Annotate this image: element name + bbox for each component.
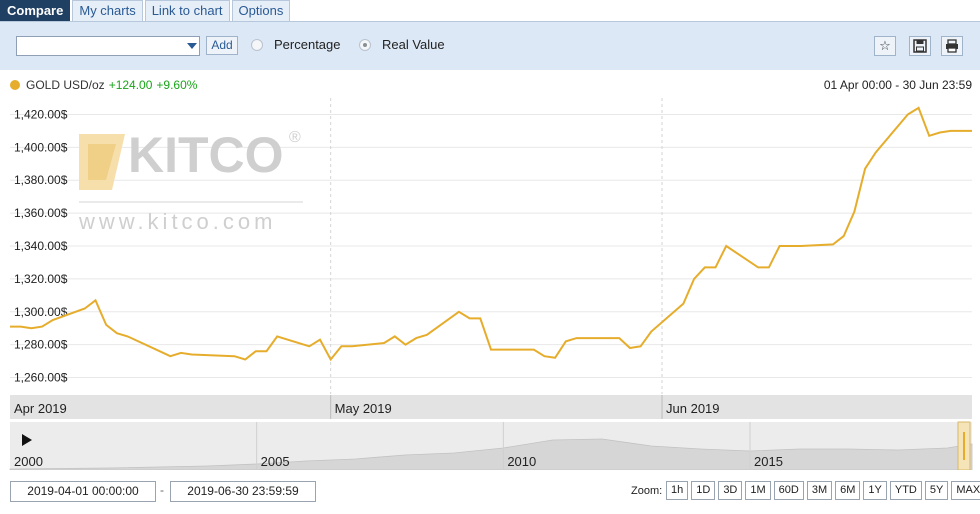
- y-tick-label: 1,380.00$: [14, 173, 68, 187]
- zoom-button-60d[interactable]: 60D: [773, 481, 804, 500]
- percentage-label: Percentage: [274, 37, 341, 52]
- x-tick-label: Jun 2019: [666, 401, 720, 416]
- series-name: GOLD USD/oz: [26, 78, 105, 92]
- gold-price-line: [10, 106, 972, 362]
- percentage-radio[interactable]: [251, 39, 263, 51]
- x-tick-label: Apr 2019: [14, 401, 67, 416]
- y-tick-label: 1,420.00$: [14, 107, 68, 121]
- y-tick-label: 1,360.00$: [14, 206, 68, 220]
- chevron-down-icon[interactable]: [187, 43, 197, 49]
- start-date-input[interactable]: 2019-04-01 00:00:00: [10, 481, 156, 502]
- zoom-label: Zoom:: [631, 485, 663, 497]
- y-tick-label: 1,300.00$: [14, 305, 68, 319]
- zoom-button-3d[interactable]: 3D: [718, 481, 743, 500]
- y-tick-label: 1,260.00$: [14, 371, 68, 385]
- zoom-button-3m[interactable]: 3M: [806, 481, 833, 500]
- zoom-buttons: 1h 1D 3D 1M 60D 3M 6M 1Y YTD 5Y MAX: [666, 481, 980, 500]
- tab-my-charts[interactable]: My charts: [72, 0, 143, 22]
- y-tick-label: 1,280.00$: [14, 338, 68, 352]
- zoom-button-1y[interactable]: 1Y: [863, 481, 887, 500]
- print-icon[interactable]: [941, 36, 963, 56]
- zoom-button-5y[interactable]: 5Y: [924, 481, 949, 500]
- navigator-year-label: 2000: [14, 454, 43, 469]
- kitco-watermark: KITCO ® www.kitco.com: [78, 127, 303, 234]
- date-range-label: 01 Apr 00:00 - 30 Jun 23:59: [823, 78, 972, 92]
- kitco-brand: KITCO: [128, 127, 284, 183]
- navigator-year-label: 2015: [754, 454, 783, 469]
- real-value-radio[interactable]: [359, 39, 371, 51]
- play-icon[interactable]: [22, 434, 32, 446]
- price-chart[interactable]: KITCO ® www.kitco.com 1,260.00$ 1,280.00$…: [0, 96, 980, 470]
- compare-toolbar: Add Percentage Real Value ☆: [0, 22, 980, 70]
- tab-bar: Compare My charts Link to chart Options: [0, 0, 292, 22]
- series-color-dot: [10, 80, 20, 90]
- end-date-input[interactable]: 2019-06-30 23:59:59: [170, 481, 316, 502]
- kitco-logo-mark-inner: [88, 144, 116, 180]
- series-change-abs: +124.00: [108, 78, 153, 92]
- tab-link-to-chart[interactable]: Link to chart: [144, 0, 230, 22]
- zoom-button-1d[interactable]: 1D: [691, 481, 716, 500]
- series-legend[interactable]: GOLD USD/oz +124.00 +9.60%: [10, 78, 197, 92]
- add-button[interactable]: Add: [206, 36, 238, 55]
- zoom-button-1m[interactable]: 1M: [745, 481, 771, 500]
- navigator-year-label: 2005: [261, 454, 290, 469]
- navigator-year-label: 2010: [507, 454, 536, 469]
- y-tick-label: 1,340.00$: [14, 239, 68, 253]
- x-axis-band: [10, 395, 972, 419]
- range-separator: -: [160, 483, 164, 497]
- real-value-label: Real Value: [382, 37, 445, 52]
- series-change-pct: +9.60%: [156, 78, 198, 92]
- navigator-series: [9, 438, 973, 470]
- symbol-input[interactable]: [16, 36, 200, 56]
- tab-divider: [0, 21, 980, 22]
- zoom-button-ytd[interactable]: YTD: [889, 481, 922, 500]
- x-tick-label: May 2019: [335, 401, 392, 416]
- save-icon[interactable]: [909, 36, 931, 56]
- zoom-button-max[interactable]: MAX: [951, 481, 980, 500]
- y-tick-label: 1,400.00$: [14, 140, 68, 154]
- y-tick-label: 1,320.00$: [14, 272, 68, 286]
- tab-compare[interactable]: Compare: [0, 0, 71, 22]
- star-icon[interactable]: ☆: [874, 36, 896, 56]
- registered-mark: ®: [289, 129, 301, 146]
- kitco-url: www.kitco.com: [78, 209, 276, 234]
- zoom-button-6m[interactable]: 6M: [835, 481, 861, 500]
- zoom-button-1h[interactable]: 1h: [666, 481, 689, 500]
- tab-options[interactable]: Options: [231, 0, 291, 22]
